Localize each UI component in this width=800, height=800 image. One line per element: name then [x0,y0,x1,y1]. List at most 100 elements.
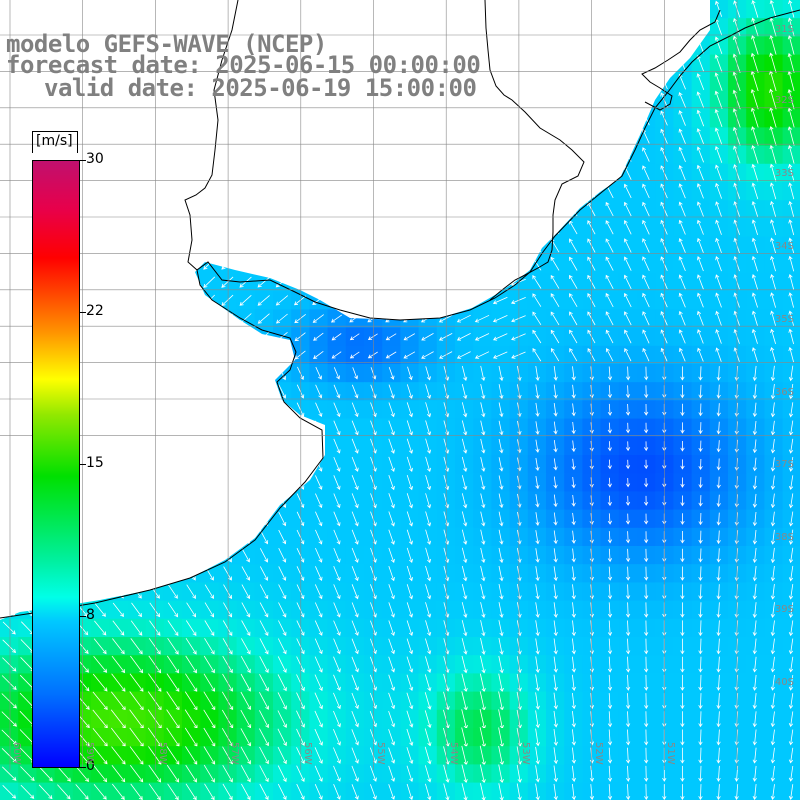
wind-arrow [296,402,305,417]
wind-arrow [607,422,612,434]
wind-arrow [370,402,377,418]
wind-arrow [240,691,251,711]
wind-arrow [388,765,396,782]
wind-arrow [406,420,413,436]
wind-arrow [203,276,216,288]
wind-arrow [257,276,270,288]
wind-arrow [751,35,759,56]
wind-arrow [351,656,359,673]
wind-cell [418,327,438,347]
wind-arrow [369,765,377,782]
wind-arrow [696,164,704,181]
wind-arrow [129,673,144,692]
wind-arrow [221,727,234,747]
wind-arrow [186,602,197,618]
wind-arrow [221,709,234,729]
wind-arrow [787,35,795,56]
wind-arrow [642,256,650,271]
wind-arrow [498,620,504,637]
lat-label: 37S [774,459,794,470]
lon-label: 55W [375,742,386,765]
wind-arrow [550,274,560,289]
wind-arrow [314,692,323,710]
wind-arrow [479,673,486,693]
wind-arrow [715,237,722,254]
wind-arrow [351,547,359,563]
wind-arrow [644,385,649,399]
wind-arrow [625,602,631,618]
wind-arrow [370,620,377,636]
wind-arrow [314,747,323,764]
wind-arrow [643,459,649,470]
wind-arrow [110,691,126,711]
wind-arrow [425,656,432,673]
wind-arrow [752,493,758,508]
wind-arrow [697,310,704,326]
wind-arrow [92,727,108,747]
wind-arrow [278,511,287,527]
wind-arrow [624,348,632,362]
wind-arrow [770,219,777,236]
wind-arrow [240,746,251,765]
wind-cell [455,345,474,365]
wind-arrow [535,620,540,637]
wind-arrow [770,693,776,709]
wind-arrow [351,747,359,764]
wind-arrow [553,403,558,417]
wind-cell [782,291,800,310]
wind-arrow [461,638,468,655]
wind-cell [182,782,201,800]
wind-cell [218,273,238,292]
wind-arrow [698,566,703,581]
wind-cell [782,163,800,183]
wind-arrow [716,765,721,782]
wind-arrow [498,655,504,674]
wind-arrow [388,747,396,764]
wind-arrow [406,511,413,527]
wind-arrow [315,511,323,527]
wind-arrow [770,729,776,746]
wind-arrow [788,656,794,673]
wind-arrow [535,548,540,563]
wind-cell [782,145,800,165]
wind-arrow [751,200,759,218]
wind-arrow [535,402,540,417]
wind-arrow [607,729,613,746]
wind-arrow [788,729,794,746]
wind-arrow [111,655,126,674]
wind-arrow [716,384,721,399]
wind-arrow [296,638,305,655]
wind-arrow [93,783,107,800]
wind-arrow [425,474,432,491]
wind-arrow [680,747,685,764]
wind-arrow [625,620,631,637]
wind-arrow [642,201,650,217]
wind-arrow [551,348,560,362]
wind-arrow [607,548,613,563]
wind-arrow [589,765,595,782]
wind-arrow [625,531,631,544]
wind-arrow [129,764,144,783]
wind-arrow [571,692,576,710]
wind-arrow [259,710,269,729]
wind-arrow [498,457,504,472]
wind-arrow [461,420,468,436]
wind-arrow [553,710,558,728]
wind-arrow [752,620,757,637]
wind-arrow [752,711,757,728]
wind-arrow [492,333,508,341]
wind-arrow [1,748,17,763]
wind-arrow [166,655,179,674]
wind-arrow [571,403,576,417]
wind-arrow [532,348,542,362]
wind-arrow [92,691,108,711]
wind-cell [309,327,329,347]
wind-arrow [716,674,721,691]
wind-arrow [680,584,685,600]
wind-arrow [625,422,631,434]
wind-arrow [607,477,612,488]
wind-arrow [112,602,124,618]
lat-lon-grid [0,0,800,770]
wind-arrow [406,402,413,418]
